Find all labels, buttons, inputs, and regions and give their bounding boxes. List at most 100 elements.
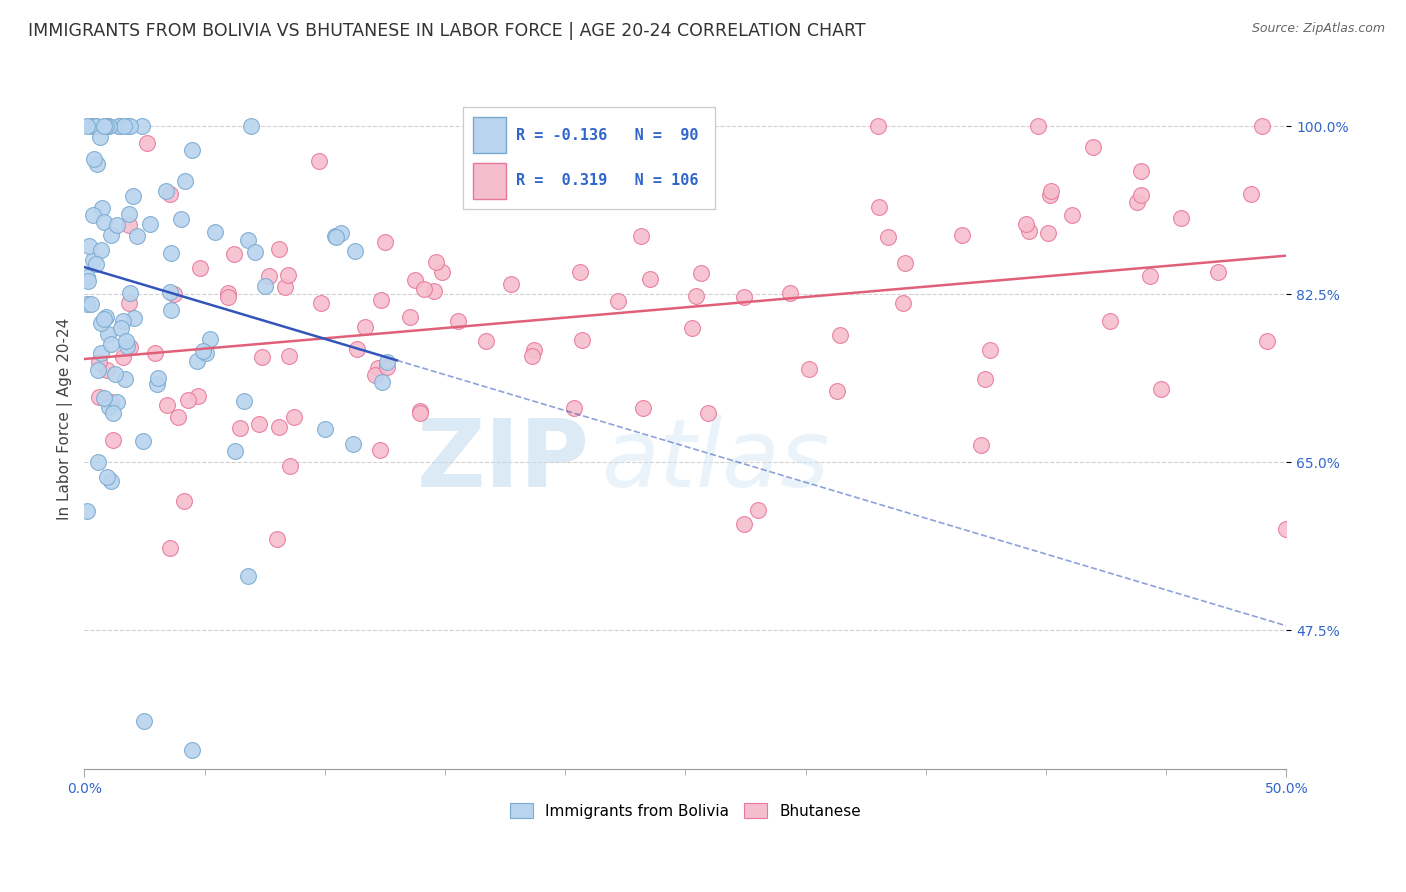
Point (866, 119, 889, 133)
Point (181, 743, 204, 757)
Point (90, 316, 112, 330)
Point (1275, 522, 1298, 536)
Y-axis label: In Labor Force | Age 20-24: In Labor Force | Age 20-24 (58, 318, 73, 520)
Point (118, 119, 141, 133)
Point (79, 238, 101, 252)
Point (1251, 119, 1274, 133)
Point (367, 361, 389, 376)
Point (243, 244, 266, 259)
Point (797, 362, 820, 376)
Point (1126, 194, 1149, 209)
Point (104, 367, 127, 381)
Point (1028, 119, 1050, 133)
Point (1036, 227, 1059, 241)
Point (93, 119, 115, 133)
Point (135, 136, 157, 151)
Point (229, 421, 252, 435)
Point (409, 404, 432, 418)
Point (188, 260, 211, 275)
Point (562, 401, 585, 416)
Point (84, 257, 107, 271)
Point (97, 327, 120, 342)
Point (523, 343, 546, 357)
Point (247, 417, 270, 431)
Legend: Immigrants from Bolivia, Bhutanese: Immigrants from Bolivia, Bhutanese (503, 797, 868, 825)
Point (638, 272, 661, 286)
Point (100, 337, 122, 351)
Point (114, 334, 136, 349)
Point (277, 268, 299, 282)
Point (893, 256, 915, 270)
Point (159, 285, 181, 299)
Point (94, 310, 117, 325)
Point (86, 362, 108, 376)
Point (631, 401, 654, 416)
Point (269, 243, 291, 257)
Point (1206, 265, 1229, 279)
Point (346, 342, 368, 356)
Point (252, 350, 274, 364)
Point (323, 229, 346, 244)
Point (117, 119, 139, 133)
Point (405, 273, 427, 287)
Point (76, 119, 98, 133)
Point (283, 409, 305, 424)
Point (118, 218, 141, 232)
Point (96, 363, 118, 377)
Point (412, 282, 434, 296)
Point (224, 247, 246, 261)
Point (100, 395, 122, 409)
Point (120, 340, 142, 354)
Text: IMMIGRANTS FROM BOLIVIA VS BHUTANESE IN LABOR FORCE | AGE 20-24 CORRELATION CHAR: IMMIGRANTS FROM BOLIVIA VS BHUTANESE IN … (28, 22, 866, 40)
Point (87, 355, 110, 369)
Point (868, 200, 890, 214)
Point (1015, 217, 1038, 231)
Point (80, 297, 103, 311)
Point (173, 494, 195, 508)
Point (83, 152, 105, 166)
Point (353, 320, 375, 334)
Point (825, 384, 848, 398)
Point (689, 266, 711, 280)
Point (156, 398, 179, 412)
Point (377, 359, 399, 374)
Point (1240, 187, 1263, 202)
Point (93, 215, 115, 229)
Point (891, 295, 914, 310)
Point (100, 228, 122, 243)
Point (1018, 224, 1040, 238)
Point (329, 226, 352, 240)
Point (1170, 211, 1192, 225)
Point (132, 434, 155, 448)
Point (84, 119, 107, 133)
Point (145, 376, 167, 391)
Point (76, 297, 98, 311)
Point (685, 289, 707, 303)
Point (236, 569, 259, 583)
Point (112, 350, 135, 364)
Point (1039, 188, 1062, 202)
Point (520, 349, 543, 363)
Point (278, 458, 301, 473)
Point (238, 234, 260, 248)
Point (124, 311, 146, 326)
Point (342, 436, 364, 450)
Point (973, 372, 995, 386)
Point (950, 227, 973, 242)
Point (571, 333, 593, 347)
Point (112, 119, 135, 133)
Point (86, 119, 108, 133)
Point (697, 406, 720, 420)
Point (108, 119, 131, 133)
Point (277, 349, 299, 363)
Point (224, 443, 246, 458)
Point (1129, 163, 1152, 178)
Point (423, 284, 446, 298)
Point (374, 235, 396, 250)
Point (217, 290, 239, 304)
Point (84, 119, 107, 133)
Point (181, 143, 204, 157)
Point (409, 406, 432, 420)
Point (447, 313, 470, 327)
Point (114, 372, 136, 386)
